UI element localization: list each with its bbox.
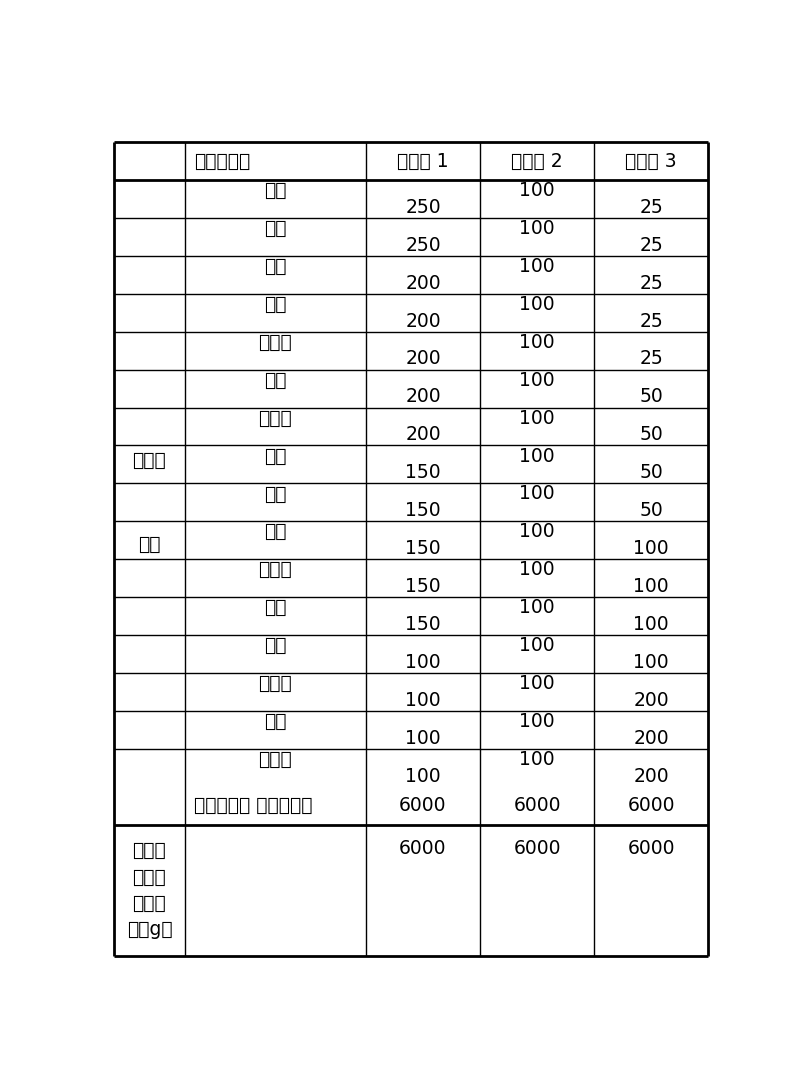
Text: 菟丝子: 菟丝子 (258, 560, 292, 579)
Text: 100: 100 (634, 653, 669, 672)
Text: 100: 100 (519, 219, 555, 238)
Text: 100: 100 (519, 295, 555, 313)
Text: 防风: 防风 (264, 219, 286, 238)
Text: 木瓜: 木瓜 (264, 484, 286, 504)
Text: 100: 100 (519, 522, 555, 542)
Text: 200: 200 (405, 387, 441, 406)
Text: 100: 100 (405, 729, 441, 748)
Text: 100: 100 (519, 750, 555, 769)
Text: 提取溶剂： 乙醇水溶液: 提取溶剂： 乙醇水溶液 (194, 797, 313, 815)
Text: 25: 25 (639, 236, 663, 255)
Text: 100: 100 (519, 484, 555, 504)
Text: 100: 100 (519, 712, 555, 731)
Text: 100: 100 (405, 653, 441, 672)
Text: 6000: 6000 (627, 839, 675, 858)
Text: 地骨皮: 地骨皮 (258, 333, 292, 351)
Text: 100: 100 (634, 539, 669, 558)
Text: 白芍: 白芍 (264, 712, 286, 731)
Text: 羌活: 羌活 (264, 446, 286, 466)
Text: 200: 200 (634, 691, 669, 710)
Text: 200: 200 (405, 311, 441, 331)
Text: 6000: 6000 (514, 839, 561, 858)
Text: 100: 100 (519, 371, 555, 389)
Text: 150: 150 (405, 464, 441, 482)
Text: 200: 200 (405, 273, 441, 293)
Text: 发组合: 发组合 (133, 868, 166, 886)
Text: 150: 150 (405, 539, 441, 558)
Text: 川芊: 川芊 (264, 522, 286, 542)
Text: 150: 150 (405, 615, 441, 633)
Text: 200: 200 (634, 729, 669, 748)
Text: 药的提: 药的提 (133, 451, 166, 470)
Text: 50: 50 (639, 502, 663, 520)
Text: 25: 25 (639, 198, 663, 217)
Text: 实施例 1: 实施例 1 (397, 151, 449, 171)
Text: 100: 100 (519, 182, 555, 200)
Text: 控制脆: 控制脆 (133, 841, 166, 860)
Text: 丹参: 丹参 (264, 257, 286, 276)
Text: 100: 100 (519, 409, 555, 428)
Text: 100: 100 (519, 560, 555, 579)
Text: 干姜: 干姜 (264, 371, 286, 389)
Text: 透骨草: 透骨草 (258, 675, 292, 693)
Text: 25: 25 (639, 273, 663, 293)
Text: 6000: 6000 (399, 839, 446, 858)
Text: 100: 100 (519, 257, 555, 276)
Text: 100: 100 (519, 675, 555, 693)
Text: 200: 200 (405, 349, 441, 369)
Text: 天麻: 天麻 (264, 598, 286, 617)
Text: 50: 50 (639, 387, 663, 406)
Text: 实施例 3: 实施例 3 (626, 151, 677, 171)
Text: 50: 50 (639, 464, 663, 482)
Text: 骨碎补: 骨碎补 (258, 409, 292, 428)
Text: 鸡血藤: 鸡血藤 (258, 750, 292, 769)
Text: 100: 100 (519, 333, 555, 351)
Text: 200: 200 (405, 425, 441, 444)
Text: 250: 250 (405, 198, 441, 217)
Text: 100: 100 (519, 598, 555, 617)
Text: 100: 100 (519, 636, 555, 655)
Text: 50: 50 (639, 425, 663, 444)
Text: 苦参: 苦参 (264, 295, 286, 313)
Text: 25: 25 (639, 349, 663, 369)
Text: 200: 200 (634, 766, 669, 786)
Text: 100: 100 (519, 446, 555, 466)
Text: 100: 100 (405, 766, 441, 786)
Text: 物总重: 物总重 (133, 894, 166, 913)
Text: 组分（克）: 组分（克） (194, 151, 250, 171)
Text: 100: 100 (634, 615, 669, 633)
Text: 250: 250 (405, 236, 441, 255)
Text: 25: 25 (639, 311, 663, 331)
Text: 100: 100 (405, 691, 441, 710)
Text: 100: 100 (634, 577, 669, 596)
Text: 取液: 取液 (138, 534, 161, 553)
Text: 6000: 6000 (514, 797, 561, 815)
Text: 150: 150 (405, 577, 441, 596)
Text: 实施例 2: 实施例 2 (511, 151, 563, 171)
Text: 6000: 6000 (399, 797, 446, 815)
Text: 6000: 6000 (627, 797, 675, 815)
Text: 150: 150 (405, 502, 441, 520)
Text: 当归: 当归 (264, 182, 286, 200)
Text: 量（g）: 量（g） (126, 920, 172, 939)
Text: 人参: 人参 (264, 636, 286, 655)
